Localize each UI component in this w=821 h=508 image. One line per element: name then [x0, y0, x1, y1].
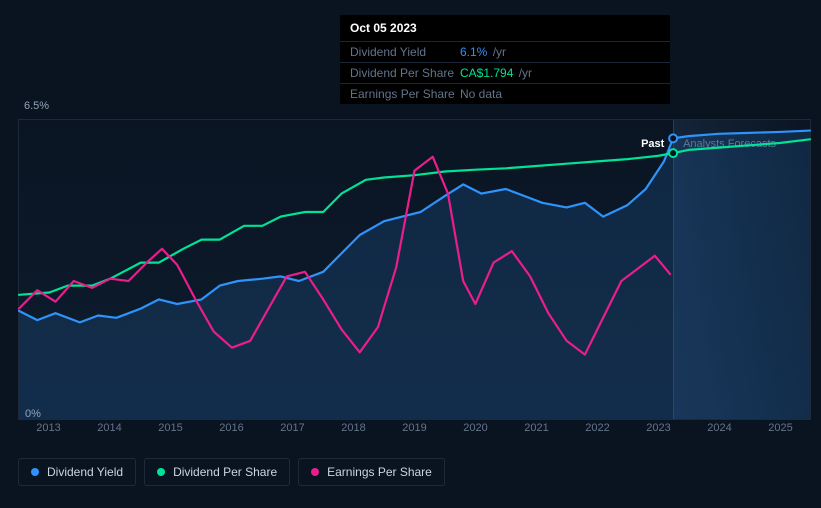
- series-marker: [669, 134, 677, 142]
- x-axis-label: 2020: [445, 422, 506, 442]
- y-axis-max-label: 6.5%: [24, 100, 49, 112]
- legend-item[interactable]: Earnings Per Share: [298, 458, 445, 486]
- legend-label: Dividend Per Share: [173, 465, 277, 479]
- x-axis-label: 2016: [201, 422, 262, 442]
- x-axis-label: 2023: [628, 422, 689, 442]
- tooltip-row-label: Dividend Per Share: [350, 66, 460, 80]
- x-axis-labels: 2013201420152016201720182019202020212022…: [18, 422, 811, 442]
- tooltip-row: Dividend Per ShareCA$1.794 /yr: [340, 63, 670, 84]
- x-axis-label: 2022: [567, 422, 628, 442]
- tooltip-row-label: Earnings Per Share: [350, 87, 460, 101]
- x-axis-label: 2013: [18, 422, 79, 442]
- x-axis-label: 2024: [689, 422, 750, 442]
- legend-dot: [311, 468, 319, 476]
- tooltip-row-unit: /yr: [489, 45, 506, 59]
- legend-dot: [31, 468, 39, 476]
- legend-dot: [157, 468, 165, 476]
- tooltip-row-value: CA$1.794 /yr: [460, 66, 532, 80]
- tooltip-row: Dividend Yield6.1% /yr: [340, 42, 670, 63]
- legend-item[interactable]: Dividend Yield: [18, 458, 136, 486]
- legend-label: Earnings Per Share: [327, 465, 432, 479]
- chart-tooltip: Oct 05 2023 Dividend Yield6.1% /yrDivide…: [340, 15, 670, 104]
- tooltip-rows: Dividend Yield6.1% /yrDividend Per Share…: [340, 42, 670, 104]
- x-axis-label: 2018: [323, 422, 384, 442]
- legend: Dividend Yield Dividend Per Share Earnings…: [18, 458, 445, 486]
- y-axis-min-label: 0%: [25, 408, 41, 420]
- chart-lines: [19, 120, 810, 419]
- legend-label: Dividend Yield: [47, 465, 123, 479]
- legend-item[interactable]: Dividend Per Share: [144, 458, 290, 486]
- tooltip-row-value: 6.1% /yr: [460, 45, 506, 59]
- x-axis-label: 2017: [262, 422, 323, 442]
- chart: 6.5% Past Analysts Forecasts 0% 20132014…: [18, 105, 811, 440]
- series-marker: [669, 149, 677, 157]
- x-axis-label: 2019: [384, 422, 445, 442]
- chart-plot-area[interactable]: Past Analysts Forecasts 0%: [18, 119, 811, 420]
- tooltip-row-label: Dividend Yield: [350, 45, 460, 59]
- x-axis-label: 2025: [750, 422, 811, 442]
- x-axis-label: 2015: [140, 422, 201, 442]
- tooltip-row: Earnings Per ShareNo data: [340, 84, 670, 104]
- tooltip-row-value: No data: [460, 87, 502, 101]
- tooltip-date: Oct 05 2023: [340, 15, 670, 42]
- x-axis-label: 2021: [506, 422, 567, 442]
- tooltip-row-unit: /yr: [515, 66, 532, 80]
- x-axis-label: 2014: [79, 422, 140, 442]
